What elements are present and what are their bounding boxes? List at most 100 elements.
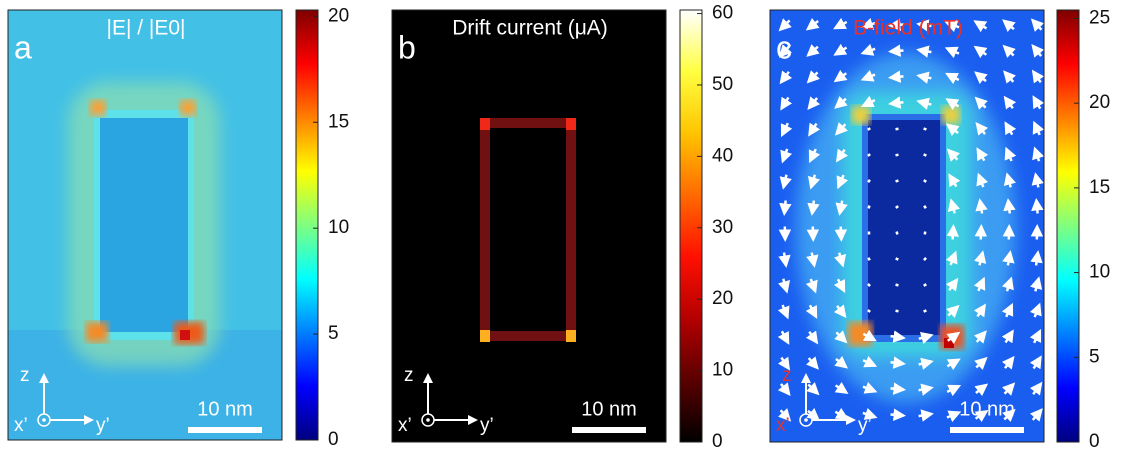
field-arrow <box>834 226 848 242</box>
field-arrow <box>862 381 878 394</box>
field-arrow <box>806 43 820 57</box>
panel-title: Drift current (μA) <box>452 17 608 40</box>
field-arrow <box>777 356 791 371</box>
field-arrow <box>806 407 820 421</box>
colorbar-tick-label: 25 <box>1089 7 1110 28</box>
field-arrow <box>888 18 904 31</box>
field-arrow <box>808 174 820 190</box>
field-arrow <box>895 153 899 157</box>
field-arrow <box>923 179 927 183</box>
field-arrow <box>916 19 932 32</box>
field-arrow <box>974 250 987 266</box>
colorbar-tick-label: 5 <box>328 323 339 344</box>
colorbar-tick-label: 20 <box>328 5 349 26</box>
field-arrow <box>779 200 792 216</box>
field-arrow <box>1002 19 1016 33</box>
field-arrow <box>918 409 934 422</box>
field-arrow <box>944 46 960 59</box>
field-arrow <box>918 383 934 396</box>
field-arrow <box>945 250 958 266</box>
field-arrow <box>918 357 934 370</box>
field-arrow <box>860 43 876 56</box>
field-arrow <box>834 381 849 395</box>
frame <box>391 9 667 443</box>
colorbar-tick-label: 60 <box>712 3 733 24</box>
axis-label: y’ <box>96 415 110 436</box>
field-arrow <box>923 309 927 313</box>
field-arrow <box>834 95 848 109</box>
field-arrow <box>946 148 960 162</box>
field-arrow <box>946 224 960 240</box>
colorbar-tick-label: 40 <box>712 145 733 166</box>
field-arrow <box>778 408 792 422</box>
axis-label: z <box>20 365 30 386</box>
field-arrow <box>779 70 793 85</box>
axis-label: x’ <box>776 415 790 436</box>
field-arrow <box>1004 146 1017 162</box>
field-arrow <box>805 17 820 31</box>
colorbar-tick-label: 0 <box>1089 431 1100 450</box>
field-arrow <box>777 382 791 397</box>
field-arrow <box>862 355 878 368</box>
panel-letter: c <box>776 29 792 65</box>
field-arrow <box>1030 250 1043 266</box>
colorbar-tick-label: 20 <box>1089 92 1110 113</box>
field-arrow <box>860 95 876 108</box>
colorbar <box>679 9 703 443</box>
field-arrow <box>1001 355 1015 370</box>
field-arrow <box>923 127 927 131</box>
field-arrow <box>973 45 988 59</box>
field-arrow <box>808 148 821 164</box>
field-arrow <box>807 200 820 216</box>
frame <box>769 9 1045 443</box>
field-arrow <box>890 408 906 421</box>
field-arrow <box>835 148 849 163</box>
field-arrow <box>918 331 934 344</box>
field-arrow <box>862 329 877 342</box>
field-arrow <box>867 153 871 157</box>
field-arrow <box>973 330 987 344</box>
field-arrow <box>1002 408 1016 422</box>
field-arrow <box>1003 198 1016 214</box>
field-arrow <box>923 205 927 209</box>
field-arrow <box>973 303 986 318</box>
field-arrow <box>808 122 821 137</box>
field-arrow <box>867 127 871 131</box>
panel-letter: b <box>398 29 416 65</box>
field-arrow <box>976 147 989 162</box>
field-arrow <box>916 45 932 58</box>
field-arrow <box>806 70 820 84</box>
field-arrow <box>860 18 876 30</box>
colorbar <box>295 9 319 441</box>
field-arrow <box>1029 408 1043 422</box>
axis-out-dot <box>804 418 808 422</box>
axis-label: y’ <box>480 415 494 436</box>
field-arrow <box>946 304 960 318</box>
colorbar-tick-label: 5 <box>1089 346 1100 367</box>
field-arrow <box>895 179 899 183</box>
field-arrow <box>923 153 927 157</box>
axis-out-symbol <box>799 413 813 427</box>
field-arrow <box>1001 276 1014 292</box>
colorbar-tick-label: 50 <box>712 74 733 95</box>
axis-label: z <box>404 365 414 386</box>
field-arrow <box>860 69 876 82</box>
field-arrow <box>1003 70 1017 84</box>
field-arrow <box>1031 198 1044 214</box>
colorbar-tick-label: 10 <box>712 360 733 381</box>
field-arrow <box>834 252 847 268</box>
field-arrow <box>895 231 899 235</box>
scale-bar-label: 10 nm <box>959 398 1015 420</box>
field-arrow <box>806 252 819 268</box>
field-arrow <box>1001 302 1014 318</box>
field-arrow <box>780 148 793 164</box>
field-arrow <box>834 122 848 136</box>
scale-bar-label: 10 nm <box>197 398 253 420</box>
field-arrow <box>833 304 847 319</box>
colorbar-tick-label: 30 <box>712 217 733 238</box>
field-arrow <box>973 276 986 292</box>
field-arrow <box>1032 95 1044 110</box>
field-arrow <box>975 198 988 214</box>
field-arrow <box>867 257 871 261</box>
field-arrow <box>1031 69 1044 84</box>
